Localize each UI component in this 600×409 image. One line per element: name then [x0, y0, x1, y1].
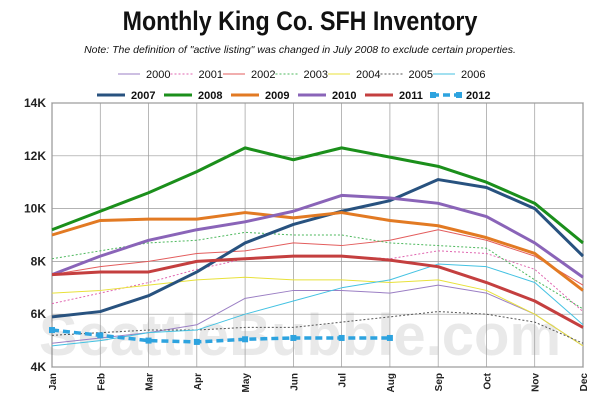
series-marker-2012 [386, 334, 393, 341]
series-line-2004 [51, 276, 584, 347]
legend-label-2001: 2001 [199, 69, 223, 81]
legend-label-2009: 2009 [265, 90, 289, 102]
legend-label-2006: 2006 [461, 69, 485, 81]
x-tick-label: Sep [434, 373, 445, 391]
series-marker-2012 [145, 337, 152, 344]
series-marker-2012 [49, 327, 55, 334]
legend-marker-2012 [456, 92, 462, 98]
series-marker-2012 [193, 338, 200, 345]
y-tick-label: 6K [31, 307, 47, 321]
x-tick-label: Dec [579, 373, 590, 392]
chart-note: Note: The definition of "active listing"… [84, 44, 516, 56]
x-tick-label: Jul [338, 373, 349, 388]
series-line-2001 [51, 250, 584, 312]
legend-label-2007: 2007 [131, 90, 155, 102]
x-tick-label: Jan [48, 373, 59, 390]
legend-label-2012: 2012 [466, 90, 490, 102]
series-line-2009 [51, 211, 584, 292]
series-marker-2012 [97, 332, 104, 339]
legend-label-2002: 2002 [251, 69, 275, 81]
x-tick-label: May [241, 373, 252, 393]
watermark-text: SeattleBubble.com [39, 303, 561, 368]
x-tick-label: Jun [289, 373, 300, 391]
y-tick-label: 12K [24, 149, 46, 163]
legend-label-2008: 2008 [198, 90, 222, 102]
legend-label-2005: 2005 [409, 69, 433, 81]
series-line-2007 [51, 178, 585, 319]
series-line-2011 [51, 254, 584, 329]
y-tick-label: 14K [24, 96, 46, 110]
series-line-2008 [51, 146, 584, 245]
series-line-2005 [51, 311, 584, 344]
x-tick-label: Mar [145, 373, 156, 391]
x-tick-label: Apr [193, 373, 204, 390]
y-tick-label: 8K [31, 254, 47, 268]
legend-label-2003: 2003 [304, 69, 328, 81]
series-line-2010 [51, 193, 584, 279]
x-tick-label: Feb [96, 373, 107, 391]
legend-label-2010: 2010 [332, 90, 356, 102]
chart-title: Monthly King Co. SFH Inventory [122, 6, 478, 36]
legend-label-2000: 2000 [146, 69, 170, 81]
series-line-2002 [51, 229, 584, 286]
legend-label-2011: 2011 [399, 90, 423, 102]
x-tick-label: Oct [482, 372, 493, 389]
legend-marker-2012 [430, 92, 436, 98]
series-marker-2012 [338, 334, 345, 341]
series-marker-2012 [290, 334, 297, 341]
y-tick-label: 10K [24, 202, 46, 216]
series-marker-2012 [242, 336, 249, 343]
x-tick-label: Nov [531, 373, 542, 392]
series-line-2006 [51, 263, 584, 347]
y-tick-label: 4K [31, 360, 47, 374]
x-tick-label: Aug [386, 373, 397, 392]
legend-label-2004: 2004 [356, 69, 380, 81]
series-line-2012 [51, 328, 390, 344]
